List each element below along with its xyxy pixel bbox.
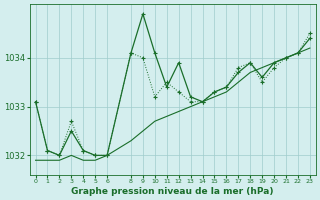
X-axis label: Graphe pression niveau de la mer (hPa): Graphe pression niveau de la mer (hPa) xyxy=(71,187,274,196)
